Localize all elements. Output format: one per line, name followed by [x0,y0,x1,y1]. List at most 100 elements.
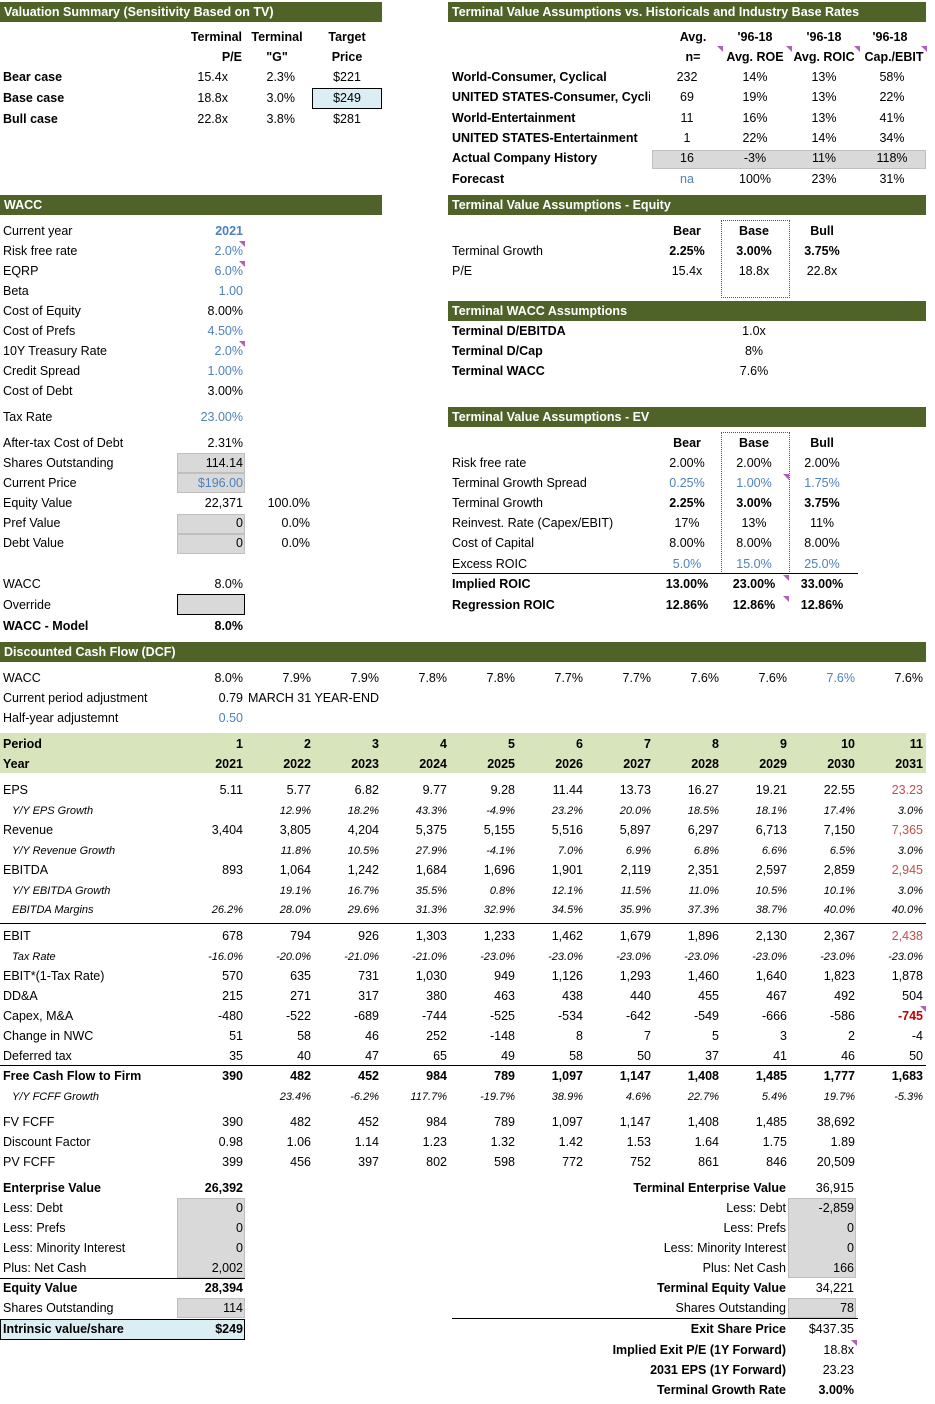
wacc-label: 10Y Treasury Rate [3,344,107,358]
dcf-value: 8 [576,1029,583,1043]
twacc-label: Terminal D/Cap [452,344,543,358]
year: 2025 [487,757,515,771]
input-shares [177,453,245,473]
dcf-value: 1,242 [347,863,379,877]
col-header: Avg. ROIC [793,50,855,64]
dcf-value: 22.55 [823,783,855,797]
cpa-note: MARCH 31 YEAR-END [248,691,380,705]
dcf-value: 38,692 [816,1115,855,1129]
dcf-value: 789 [494,1069,515,1083]
period-number: 5 [508,737,515,751]
target-price: $221 [333,70,361,84]
cap-ebit: 22% [879,90,905,105]
dcf-value: 27.9% [415,845,447,857]
dcf-value: 18.1% [755,805,787,817]
dcf-value: 1,097 [551,1115,583,1129]
comment-marker-icon [786,46,792,52]
divider [0,1065,926,1066]
divider [452,573,858,574]
period-number: 7 [644,737,651,751]
target-price: $249 [333,91,361,105]
dcf-value: 3 [780,1029,787,1043]
dcf-value: 51 [229,1029,243,1043]
tve-value: 22.8x [806,264,838,278]
dcf-value: 1,485 [755,1115,787,1129]
wacc-label: Cost of Prefs [3,324,76,338]
input-price [177,473,245,493]
dcf-value: -21.0% [344,951,379,963]
tvev-value: 3.00% [736,496,772,510]
dcf-row-label: Y/Y EPS Growth [12,805,94,817]
comment-marker-icon [783,575,789,581]
avg-roe: 22% [742,130,768,145]
cap-ebit: 41% [879,110,905,125]
tvev-label: Terminal Growth [452,496,543,510]
dcf-value: -744 [421,1009,447,1023]
tvev-label: Excess ROIC [452,557,528,571]
dcf-value: -16.0% [208,951,243,963]
dcf-value: 1.64 [694,1135,719,1149]
dcf-value: 1,679 [619,929,651,943]
dcf-value: 11.44 [552,783,583,797]
dcf-value: 926 [358,929,379,943]
dcf-row-label: Revenue [3,823,54,837]
dcf-value: 5.77 [286,783,311,797]
col-header: Avg. ROE [726,50,784,64]
dcf-row-label: Y/Y FCFF Growth [12,1091,100,1103]
dcf-value: 1,777 [823,1069,855,1083]
dcf-value: 1,126 [551,969,583,983]
tve-value: 3.75% [804,244,840,258]
avg-roe: 16% [742,110,768,125]
wacc-value: 8.0% [214,577,244,591]
dcf-value: 1,901 [551,863,583,877]
ev-value: 26,392 [204,1181,243,1195]
cap-ebit: 118% [876,151,908,166]
dcf-value: -23.0% [820,951,855,963]
tev-label: 2031 EPS (1Y Forward) [650,1363,786,1377]
tvev-value: 3.75% [804,496,840,510]
dcf-value: 731 [358,969,379,983]
dcf-value: 1,303 [415,929,447,943]
period-number: 3 [372,737,379,751]
dcf-value: 3,404 [211,823,243,837]
dcf-value: 6.9% [625,845,651,857]
tvev-value: 23.00% [732,577,776,591]
period-number: 1 [236,737,243,751]
dcf-value: 5 [712,1029,719,1043]
case-label: Base case [3,91,65,105]
dcf-value: -4.9% [486,805,515,817]
comment-marker-icon [851,1340,857,1346]
wacc-value: 8.00% [207,304,243,318]
twacc-value: 1.0x [742,324,766,338]
year: 2021 [215,757,243,771]
tvev-value: 17% [674,516,700,530]
tev-value: 166 [833,1261,854,1275]
period-label: Period [3,737,42,751]
dcf-value: 3.0% [897,885,923,897]
dcf-row-label: EBITDA [3,863,49,877]
target-price: $281 [333,112,361,126]
period-number: 9 [780,737,787,751]
col-header: '96-18 [806,30,842,44]
dcf-wacc: 7.6% [894,671,924,685]
tvev-value: 1.00% [736,476,772,490]
dcf-value: 2 [848,1029,855,1043]
tev-label: Less: Minority Interest [663,1241,786,1255]
case-label: Bull case [3,112,58,126]
dcf-value: 18.2% [347,805,379,817]
wacc-value[interactable] [175,596,243,614]
dcf-value: 7 [644,1029,651,1043]
dcf-value: -6.2% [350,1091,379,1103]
dcf-value: 50 [637,1049,651,1063]
dcf-value: 846 [766,1155,787,1169]
dcf-value: 1,460 [687,969,719,983]
dcf-value: 456 [290,1155,311,1169]
override-input[interactable] [177,594,245,615]
dcf-value: 1,696 [483,863,515,877]
dcf-wacc: 7.6% [826,671,856,685]
year: 2029 [759,757,787,771]
dcf-value: 1.32 [490,1135,515,1149]
ev-label: Equity Value [3,1281,78,1295]
wacc-label: Current year [3,224,73,238]
dcf-wacc: 7.8% [418,671,448,685]
